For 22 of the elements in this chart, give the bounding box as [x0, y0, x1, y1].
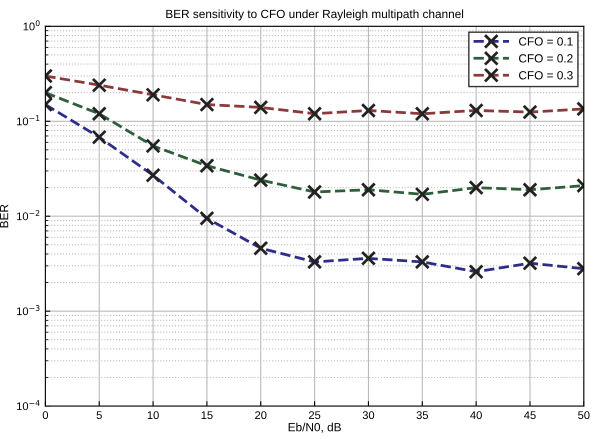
y-tick-label: 10$^{−4}$	[17, 400, 40, 410]
x-tick-label: 40	[470, 411, 482, 420]
x-tick-label: 30	[362, 411, 374, 420]
legend-label: CFO = 0.2	[519, 54, 573, 63]
legend-label: CFO = 0.1	[519, 37, 573, 46]
legend-label: CFO = 0.3	[519, 71, 573, 80]
y-tick-label: 10$^{−3}$	[17, 305, 40, 316]
x-tick-label: 0	[42, 411, 48, 420]
y-tick-label: 10$^{−2}$	[17, 210, 40, 220]
x-tick-label: 15	[202, 411, 213, 420]
chart-title: BER sensitivity to CFO under Rayleigh multipath channel	[166, 9, 464, 20]
x-tick-label: 10	[148, 411, 159, 420]
x-tick-label: 50	[578, 411, 590, 420]
x-axis-title: Eb/N0, dB	[288, 422, 341, 433]
x-tick-label: 5	[96, 411, 102, 420]
x-tick-label: 20	[255, 411, 266, 420]
x-tick-label: 35	[416, 411, 428, 420]
y-tick-label: 10$^{0}$	[24, 20, 40, 30]
x-tick-label: 25	[308, 411, 320, 420]
y-tick-label: 10$^{−1}$	[17, 115, 40, 126]
y-axis-title: BER	[0, 204, 8, 228]
x-tick-label: 45	[524, 411, 536, 420]
